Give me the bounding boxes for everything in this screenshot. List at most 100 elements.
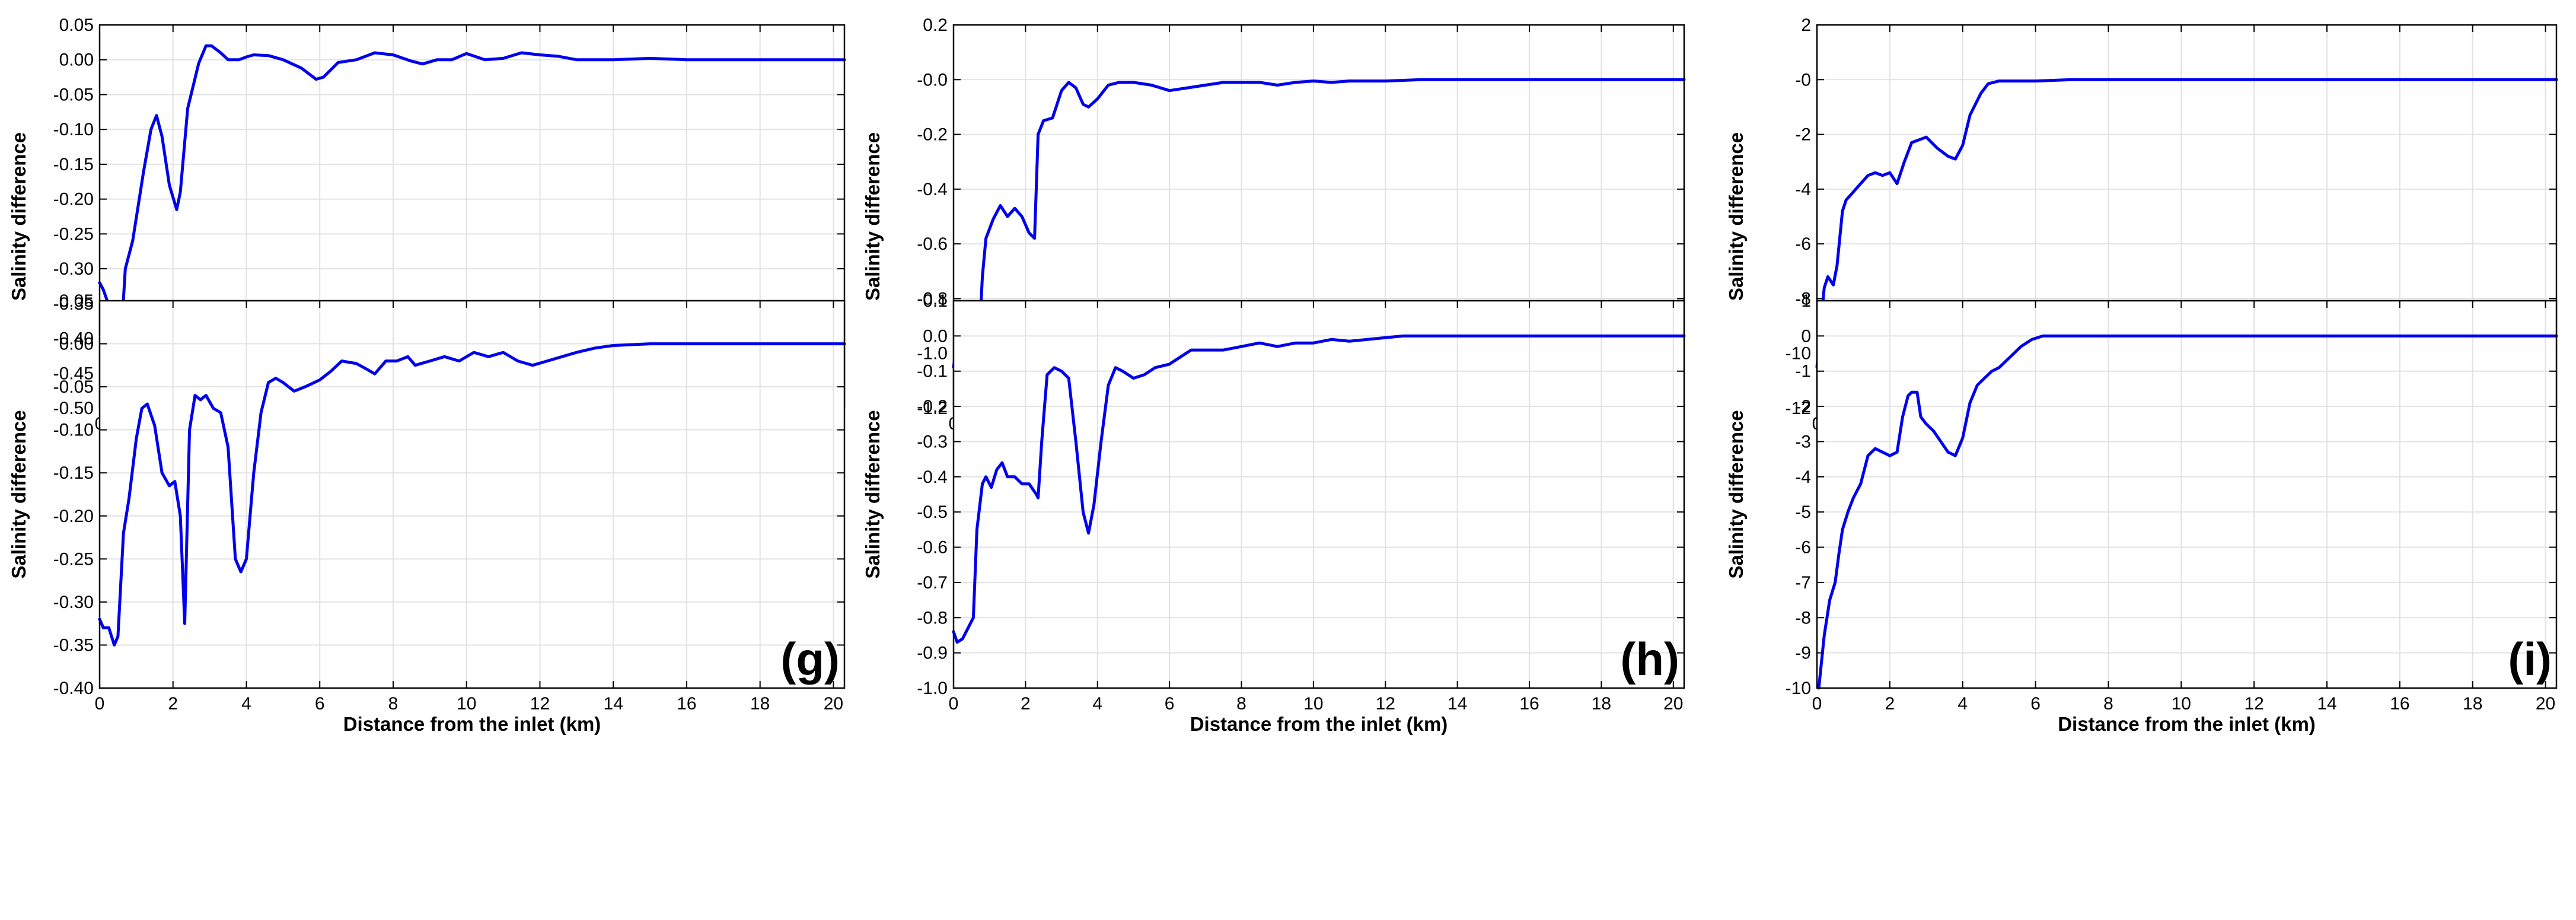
y-axis-title: Salinity difference: [862, 410, 884, 578]
y-tick-label: -10: [1786, 679, 1811, 698]
y-tick-label: -0.50: [53, 399, 94, 418]
y-tick-label: -0.7: [917, 573, 948, 593]
plot-area: [954, 301, 1684, 688]
y-tick-label: -1.0: [917, 344, 948, 364]
x-axis-title: Distance from the inlet (km): [1190, 713, 1448, 735]
x-tick-label: 10: [2172, 694, 2191, 714]
y-tick-label: 0.00: [59, 335, 94, 354]
x-tick-label: 16: [677, 694, 696, 714]
x-tick-label: 6: [1165, 694, 1175, 714]
series-line: [98, 44, 846, 361]
x-axis-title: Distance from the inlet (km): [2058, 713, 2316, 735]
x-tick-label: 0: [95, 694, 105, 714]
y-tick-label: -0.10: [53, 120, 94, 139]
y-tick-label: 0.05: [59, 15, 94, 35]
y-tick-label: -0.5: [917, 502, 948, 522]
x-tick-label: 4: [1957, 694, 1968, 714]
chart-panel-h: 0 2 4 6 8 10 12 14 16 18 20 -1.0 -0.9 -0.8 -0.7 -0.6 -0.…: [862, 291, 1686, 735]
series-line: [1815, 78, 2558, 369]
series-line: [952, 334, 1686, 644]
series-line: [952, 78, 1686, 369]
x-tick-label: 8: [2103, 694, 2113, 714]
y-tick-label: -0.1: [917, 362, 948, 381]
x-tick-label: 10: [1303, 694, 1323, 714]
y-tick-label: -0.4: [917, 180, 948, 199]
axes-frame: [98, 300, 846, 689]
y-tick-label: -0.6: [917, 234, 948, 254]
series-line: [1817, 334, 2558, 690]
x-tick-label: 12: [1376, 694, 1395, 714]
x-tick-label: 16: [1519, 694, 1539, 714]
y-tick-label: -2: [1795, 125, 1811, 145]
y-tick-label: -0.05: [53, 377, 94, 397]
x-tick-label: 8: [1236, 694, 1246, 714]
y-axis-title: Salinity difference: [1725, 410, 1747, 578]
y-tick-label: -8: [1795, 289, 1811, 308]
y-tick-label: -0.9: [917, 644, 948, 663]
x-tick-label: 4: [1092, 694, 1102, 714]
y-axis-title: Salinity difference: [862, 132, 884, 301]
y-tick-label: -0.35: [53, 635, 94, 655]
y-tick-label: -0.15: [53, 155, 94, 174]
y-tick-label: -0.3: [917, 432, 948, 451]
y-tick-label: -4: [1795, 467, 1811, 487]
x-tick-label: 4: [241, 694, 251, 714]
series-line: [98, 342, 846, 647]
y-tick-label: -0.2: [917, 125, 948, 145]
y-tick-label: -5: [1795, 502, 1811, 522]
x-tick-label: 2: [1021, 694, 1031, 714]
y-tick-label: -9: [1795, 644, 1811, 663]
x-tick-label: 12: [2244, 694, 2263, 714]
y-tick-label: -0.35: [53, 294, 94, 314]
y-tick-label: -6: [1795, 538, 1811, 558]
panel-label: (g): [780, 633, 840, 685]
x-tick-label: 10: [457, 694, 476, 714]
panel-label: (h): [1620, 633, 1679, 685]
y-tick-label: -0.30: [53, 593, 94, 612]
y-tick-label: -1.2: [917, 399, 948, 418]
plot-area: [1817, 301, 2556, 688]
y-tick-label: -10: [1786, 344, 1811, 364]
panel-label: (i): [2508, 633, 2552, 685]
y-axis-title: Salinity difference: [8, 410, 30, 578]
y-tick-label: -0.8: [917, 289, 948, 308]
y-tick-label: 0: [1801, 326, 1811, 346]
panels: 02468101214161820-0.50-0.45-0.40-0.35-0.…: [8, 15, 2558, 735]
y-tick-label: -0.40: [53, 329, 94, 349]
plot-area: [100, 301, 844, 688]
y-tick-label: -0.2: [917, 397, 948, 416]
y-tick-label: 0.2: [923, 15, 948, 35]
x-tick-label: 18: [750, 694, 770, 714]
x-tick-label: 0: [1812, 694, 1822, 714]
x-tick-label: 8: [388, 694, 398, 714]
y-tick-label: -0.25: [53, 549, 94, 569]
x-tick-label: 18: [2463, 694, 2482, 714]
y-tick-label: -0: [1795, 70, 1811, 90]
y-tick-label: 1: [1801, 291, 1811, 311]
y-tick-label: -0.8: [917, 608, 948, 628]
x-tick-label: 14: [1448, 694, 1467, 714]
y-tick-label: -0.10: [53, 421, 94, 440]
x-tick-label: 14: [604, 694, 623, 714]
y-tick-label: -6: [1795, 234, 1811, 254]
y-axis-title: Salinity difference: [1725, 132, 1747, 301]
y-tick-label: 0.05: [59, 291, 94, 311]
axes-frame: [1816, 300, 2558, 689]
chart-panel-i: 0 2 4 6 8 10 12 14 16 18 20-10-9-8-7-6-5-4-3-2-101…: [1725, 291, 2558, 735]
y-tick-label: -0.20: [53, 190, 94, 209]
x-tick-label: 6: [315, 694, 325, 714]
x-tick-label: 16: [2390, 694, 2409, 714]
x-tick-label: 20: [1663, 694, 1683, 714]
y-tick-label: -3: [1795, 432, 1811, 451]
x-axis-title: Distance from the inlet (km): [343, 713, 601, 735]
x-tick-label: 0: [949, 694, 959, 714]
y-tick-label: 2: [1801, 15, 1811, 35]
y-tick-label: -0.15: [53, 463, 94, 483]
y-tick-label: -0.40: [53, 679, 94, 698]
x-tick-label: 2: [1885, 694, 1895, 714]
chart-panel-g: 0 2 4 6 8 10 12 14 16 18 20 -0.40 -0.35 -0.30 -0.25 -0.…: [8, 291, 846, 735]
x-tick-label: 2: [168, 694, 178, 714]
y-axis-title: Salinity difference: [8, 132, 30, 301]
y-tick-label: 0.00: [59, 50, 94, 70]
y-tick-label: -7: [1795, 573, 1811, 593]
